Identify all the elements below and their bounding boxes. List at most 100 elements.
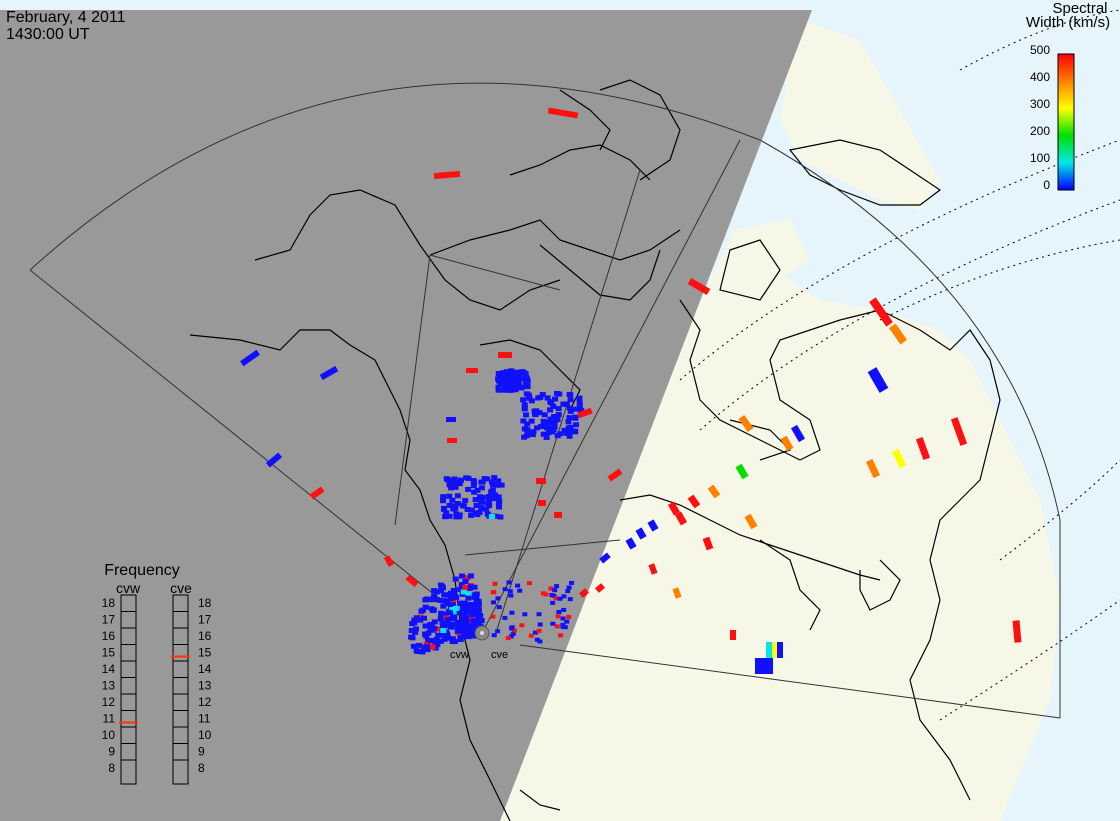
scatter-cell <box>463 475 470 481</box>
scatter-cell <box>687 277 711 296</box>
colorbar-gradient <box>1057 53 1075 191</box>
scatter-cell <box>491 496 498 502</box>
scatter-cell <box>547 416 554 422</box>
scatter-cell <box>463 602 470 608</box>
scatter-cell <box>545 430 552 436</box>
scatter-cell <box>424 647 431 653</box>
scatter-cell <box>533 425 540 431</box>
scatter-cell <box>578 407 585 413</box>
frequency-tick-label: 11 <box>103 712 116 726</box>
scatter-cell <box>458 582 465 588</box>
scatter-cell <box>552 396 559 402</box>
scatter-cell <box>450 587 457 593</box>
scatter-cell <box>470 610 477 616</box>
scatter-cell <box>524 431 531 437</box>
scatter-cell <box>566 405 573 411</box>
scatter-cell <box>490 482 497 488</box>
scatter-cell <box>780 435 794 452</box>
scatter-cell <box>515 583 521 588</box>
scatter-cell <box>500 378 507 384</box>
scatter-cell <box>553 596 559 601</box>
scatter-cell <box>495 384 502 390</box>
scatter-cell <box>576 403 583 409</box>
frequency-tick-label: 11 <box>198 712 211 726</box>
scatter-cell <box>573 422 580 428</box>
scatter-cell <box>772 642 777 658</box>
scatter-cell <box>478 504 485 510</box>
scatter-cell <box>540 431 547 437</box>
scatter-cell <box>424 644 431 650</box>
scatter-cell <box>503 375 510 381</box>
scatter-cell <box>524 427 531 433</box>
scatter-cell <box>453 511 460 517</box>
scatter-cell <box>478 618 485 624</box>
scatter-cell <box>496 605 502 610</box>
scatter-cell <box>478 485 485 491</box>
scatter-cell <box>438 588 445 594</box>
colorbar: Spectral Width (km/s) 500 400 300 200 100 0 <box>1026 0 1110 192</box>
scatter-cell <box>459 628 466 634</box>
scatter-cell <box>543 425 550 431</box>
scatter-cell <box>434 642 441 648</box>
scatter-cell <box>446 513 453 519</box>
scatter-cell <box>495 478 502 484</box>
scatter-cell <box>599 552 611 564</box>
scatter-cell <box>491 475 498 481</box>
scatter-cell <box>648 563 658 575</box>
scatter-cell <box>892 448 906 469</box>
scatter-cell <box>502 587 508 592</box>
scatter-cell <box>463 614 470 620</box>
radar-scatter <box>240 107 1022 674</box>
scatter-cell <box>456 610 463 616</box>
scatter-cell <box>555 412 562 418</box>
scatter-cell <box>454 628 461 634</box>
scatter-cell <box>730 630 736 640</box>
scatter-cell <box>417 617 424 623</box>
scatter-cell <box>459 573 466 579</box>
radar-site-cvw <box>474 625 490 641</box>
frequency-tick-label: 18 <box>102 596 116 610</box>
scatter-cell <box>567 397 574 403</box>
scatter-cell <box>448 485 455 491</box>
scatter-cell <box>511 628 517 633</box>
coastlines <box>189 79 1001 821</box>
scatter-cell <box>506 378 513 384</box>
scatter-cell <box>488 479 495 485</box>
scatter-cell <box>474 487 481 493</box>
time-label: 1430:00 UT <box>6 26 90 43</box>
scatter-cell <box>516 370 523 376</box>
scatter-cell <box>443 476 450 482</box>
scatter-cell <box>437 597 444 603</box>
scatter-cell <box>452 576 459 582</box>
scatter-cell <box>577 407 593 419</box>
scatter-cell <box>444 633 451 639</box>
scatter-cell <box>735 463 749 480</box>
scatter-cell <box>383 555 395 567</box>
scatter-cell <box>478 499 485 505</box>
scatter-cell <box>472 604 479 610</box>
scatter-cell <box>510 373 517 379</box>
scatter-cell <box>465 623 472 629</box>
scatter-cell <box>508 593 514 598</box>
frequency-tick-label: 15 <box>198 646 212 660</box>
scatter-cell <box>524 421 531 427</box>
colorbar-tick-label: 100 <box>1030 151 1050 165</box>
scatter-cell <box>470 483 477 489</box>
frequency-cvw-label: cvw <box>116 580 141 596</box>
scatter-cell <box>444 617 451 623</box>
scatter-cell <box>431 588 438 594</box>
scatter-cell <box>441 632 448 638</box>
colorbar-title-line1: Spectral <box>1052 0 1107 17</box>
scatter-cell <box>566 585 572 590</box>
scatter-cell <box>468 507 475 513</box>
scatter-cell <box>412 629 419 635</box>
scatter-cell <box>471 619 478 625</box>
scatter-cell <box>499 374 506 380</box>
scatter-cell <box>547 107 579 119</box>
scatter-cell <box>501 387 508 393</box>
scatter-cell <box>549 429 556 435</box>
scatter-cell <box>537 639 543 644</box>
scatter-cell <box>537 622 543 627</box>
colorbar-tick-label: 500 <box>1030 43 1050 57</box>
